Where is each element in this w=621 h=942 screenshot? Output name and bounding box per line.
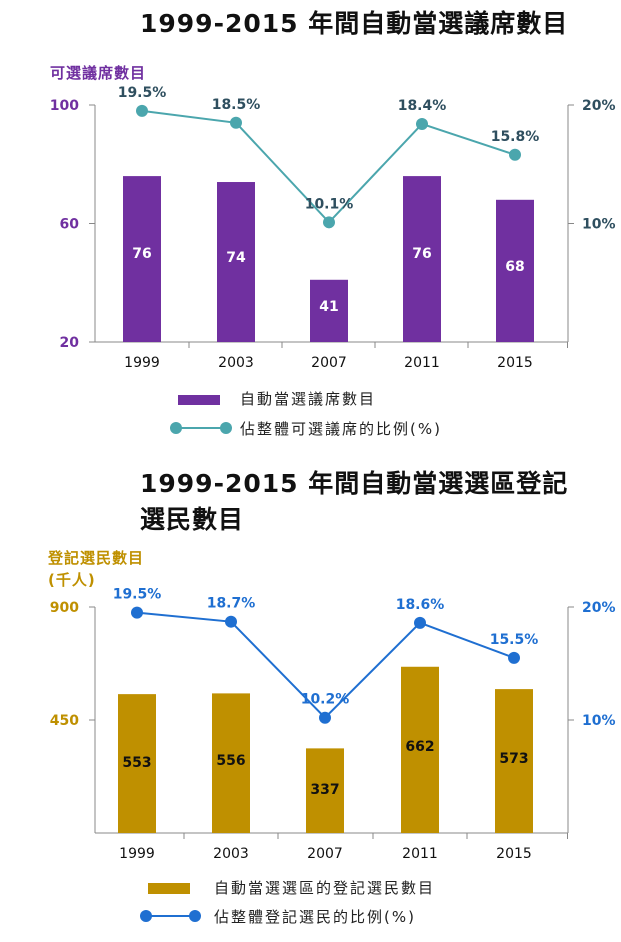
chart2-line-point xyxy=(414,616,426,629)
chart1-bar-label: 68 xyxy=(505,259,524,275)
chart1-bar xyxy=(217,182,255,342)
chart2-bar xyxy=(118,694,156,833)
chart2-x-label: 2007 xyxy=(307,846,343,862)
chart1-x-label: 2011 xyxy=(404,355,440,371)
chart1-legend-bar-label: 自動當選議席數目 xyxy=(240,390,377,408)
chart1-legend-bar-swatch xyxy=(178,395,220,405)
chart2-legend-line-marker xyxy=(189,910,201,922)
chart1-legend-line-marker xyxy=(170,422,182,434)
chart1-right-tick-label: 10% xyxy=(582,217,616,233)
chart2-title-line1: 1999-2015 年間自動當選選區登記 xyxy=(140,469,569,498)
chart1-line-point xyxy=(230,116,242,129)
chart2-line-label: 18.7% xyxy=(207,596,256,612)
chart1-left-tick-label: 20 xyxy=(60,335,80,351)
chart2-right-tick-label: 20% xyxy=(582,600,616,616)
chart2-bar-label: 337 xyxy=(310,782,339,798)
chart1-line-label: 18.5% xyxy=(212,97,261,113)
chart2-line-point xyxy=(508,651,520,664)
chart2-bar-label: 553 xyxy=(122,755,151,771)
chart2-bar-label: 662 xyxy=(405,739,434,755)
chart1-bar xyxy=(403,176,441,342)
chart2-bar xyxy=(306,748,344,833)
chart2-line-label: 18.6% xyxy=(396,597,445,613)
chart1-line-label: 10.1% xyxy=(305,196,354,212)
chart1-line-point xyxy=(509,148,521,161)
chart2-title-line2: 選民數目 xyxy=(140,505,245,534)
chart2-line-label: 10.2% xyxy=(301,692,350,708)
chart2-legend-line-label: 佔整體登記選民的比例(%) xyxy=(214,908,416,926)
chart2-bar-label: 573 xyxy=(499,751,528,767)
chart2-legend-line-swatch xyxy=(146,915,196,917)
chart2-bar xyxy=(401,666,439,833)
chart2-left-axis-title-line1: 登記選民數目 xyxy=(48,549,145,567)
chart1-left-axis-title: 可選議席數目 xyxy=(50,64,147,82)
chart1-left-tick-label: 60 xyxy=(60,217,80,233)
chart2-x-label: 2011 xyxy=(402,846,438,862)
chart2-bar xyxy=(212,693,250,833)
chart2-line-point xyxy=(319,711,331,724)
chart1-bar xyxy=(310,279,348,342)
chart2-bar xyxy=(495,689,533,833)
chart1-line-label: 19.5% xyxy=(118,85,167,101)
chart1-line-label: 18.4% xyxy=(398,98,447,114)
chart1-legend-line-label: 佔整體可選議席的比例(%) xyxy=(240,420,442,438)
chart1-bar-label: 74 xyxy=(226,250,246,266)
chart2-left-tick-label: 900 xyxy=(50,600,79,616)
chart2-legend-line-marker xyxy=(140,910,152,922)
chart2-line-label: 15.5% xyxy=(490,632,539,648)
chart1-line-label: 15.8% xyxy=(491,129,540,145)
chart2-line-point xyxy=(225,615,237,628)
chart2-legend-bar-label: 自動當選選區的登記選民數目 xyxy=(214,879,436,897)
chart1-left-tick-label: 100 xyxy=(50,98,79,114)
chart1-title: 1999-2015 年間自動當選議席數目 xyxy=(140,9,569,38)
chart1-line-point xyxy=(323,216,335,229)
chart2-line-label: 19.5% xyxy=(113,587,162,603)
chart1-x-label: 2007 xyxy=(311,355,347,371)
chart2-x-label: 2015 xyxy=(496,846,532,862)
chart1-x-label: 1999 xyxy=(124,355,160,371)
chart2-x-label: 2003 xyxy=(213,846,249,862)
chart2-left-tick-label: 450 xyxy=(50,713,79,729)
chart2-line-point xyxy=(131,606,143,619)
chart1-bar xyxy=(496,199,534,342)
chart2-bar-label: 556 xyxy=(216,753,245,769)
chart2-x-label: 1999 xyxy=(119,846,155,862)
chart1-line-point xyxy=(136,104,148,117)
chart1-legend-line-swatch xyxy=(174,427,230,429)
chart1-x-label: 2015 xyxy=(497,355,533,371)
chart1-bar-label: 76 xyxy=(412,246,431,262)
chart1-x-label: 2003 xyxy=(218,355,254,371)
chart1-bar-label: 76 xyxy=(132,246,151,262)
chart1-bar xyxy=(123,176,161,342)
chart2-right-tick-label: 10% xyxy=(582,713,616,729)
chart2-legend-bar-swatch xyxy=(148,883,190,894)
chart1-right-tick-label: 20% xyxy=(582,98,616,114)
chart1-line-point xyxy=(416,117,428,130)
chart1-bar-label: 41 xyxy=(319,299,338,315)
chart1-legend-line-marker xyxy=(220,422,232,434)
chart2-left-axis-title-line2: (千人) xyxy=(48,571,96,589)
